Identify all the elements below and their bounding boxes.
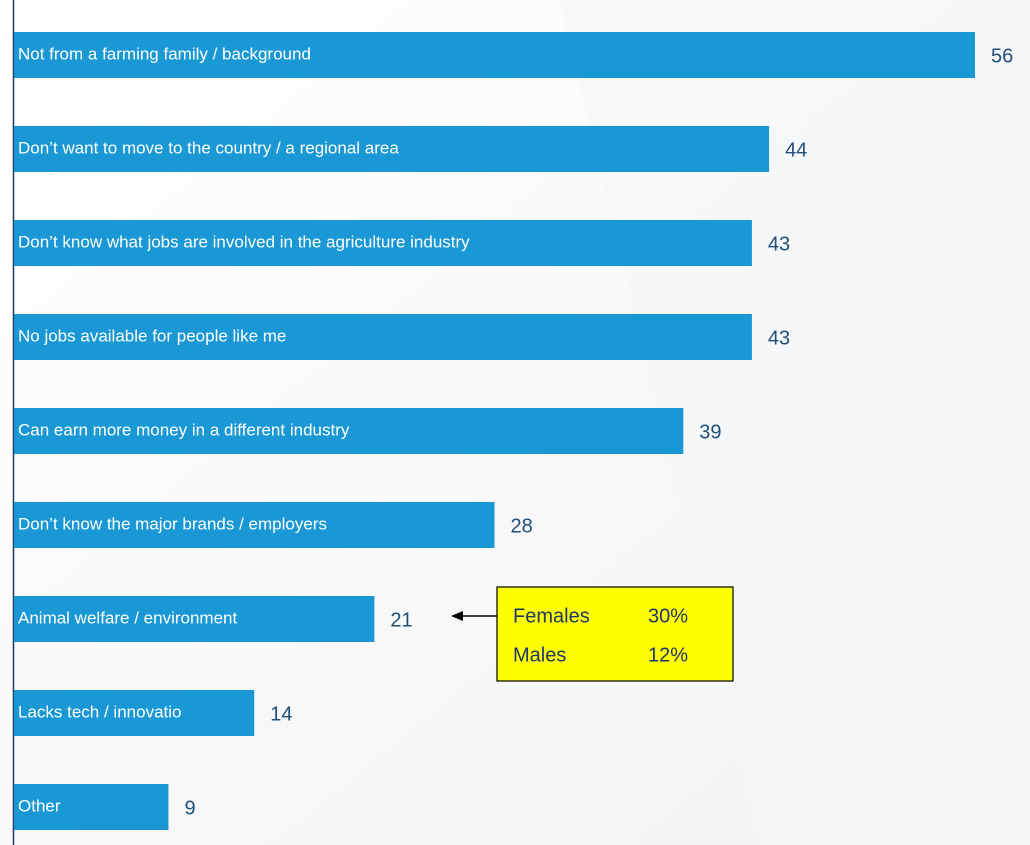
bars: Not from a farming family / background 56… [14, 32, 1013, 830]
value-label: 43 [768, 327, 790, 349]
bar [14, 502, 495, 548]
background-shape [560, 0, 1030, 845]
bar [14, 408, 684, 454]
value-label: 9 [184, 797, 195, 819]
annotation-label: Males [513, 644, 566, 666]
category-label: No jobs available for people like me [18, 326, 286, 345]
category-label: Other [18, 796, 61, 815]
annotation-value: 12% [648, 644, 688, 666]
value-label: 14 [270, 703, 292, 725]
category-label: Don’t know the major brands / employers [18, 514, 327, 533]
value-label: 39 [699, 421, 721, 443]
annotation-arrowhead [451, 611, 463, 621]
bar [14, 690, 255, 736]
bar [14, 784, 169, 830]
value-label: 44 [785, 139, 807, 161]
category-label: Don’t want to move to the country / a re… [18, 138, 399, 157]
category-label: Animal welfare / environment [18, 608, 237, 627]
annotation: Females 30% Males 12% [451, 586, 734, 682]
bar [14, 220, 752, 266]
category-label: Not from a farming family / background [18, 44, 311, 63]
annotation-label: Females [513, 605, 590, 627]
annotation-value: 30% [648, 605, 688, 627]
value-label: 21 [390, 609, 412, 631]
bar [14, 314, 752, 360]
category-label: Can earn more money in a different indus… [18, 420, 350, 439]
bar [14, 126, 770, 172]
annotation-box [496, 586, 734, 682]
category-label: Lacks tech / innovatio [18, 702, 181, 721]
bar [14, 32, 975, 78]
value-label: 28 [511, 515, 533, 537]
value-label: 56 [991, 45, 1013, 67]
category-label: Don’t know what jobs are involved in the… [18, 232, 470, 251]
value-label: 43 [768, 233, 790, 255]
bar [14, 596, 375, 642]
